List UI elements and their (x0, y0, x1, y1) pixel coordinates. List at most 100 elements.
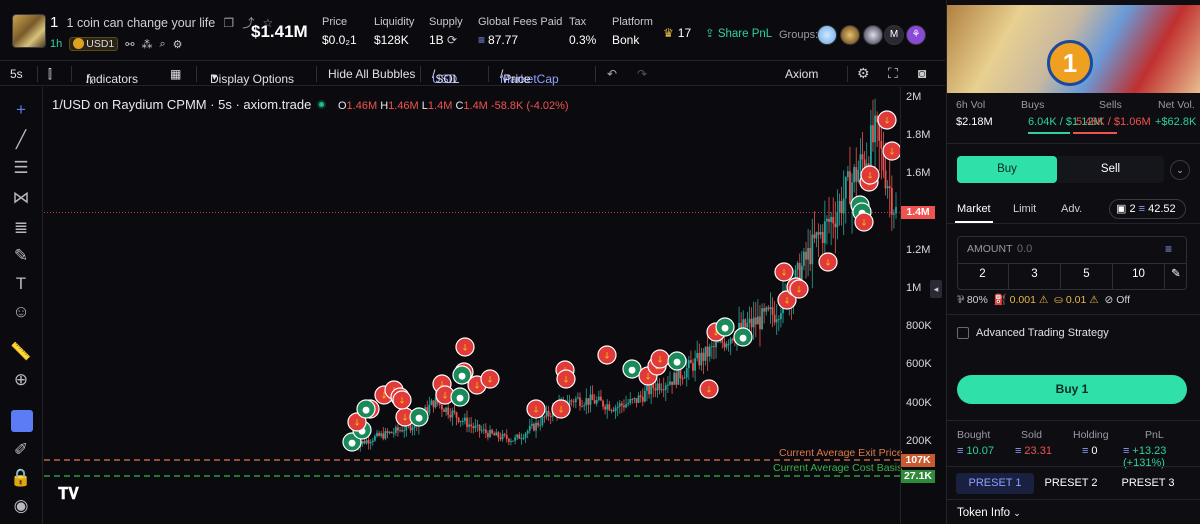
candle (451, 410, 454, 418)
candle (493, 433, 496, 436)
copy-icon[interactable]: ❐ (223, 16, 235, 30)
brush-icon[interactable]: ✎ (13, 246, 29, 265)
preset-1-tab[interactable]: PRESET 1 (956, 473, 1034, 494)
pnl-label: PnL (1145, 429, 1164, 441)
token-banner: 1 (947, 5, 1200, 93)
fib-icon[interactable]: ≣ (13, 218, 29, 237)
quick-amount-10[interactable]: 10 (1113, 263, 1165, 290)
magnet-icon[interactable]: ✐ (13, 440, 29, 459)
ruler-icon[interactable]: 📏 (10, 342, 32, 361)
status-dot (317, 100, 327, 109)
preset-2-tab[interactable]: PRESET 2 (1044, 477, 1098, 489)
interval-select[interactable]: 5s (10, 67, 23, 81)
candle (857, 169, 860, 182)
layout-icon[interactable]: ▦ (170, 67, 182, 81)
lock-icon[interactable]: 🔒 (10, 468, 32, 487)
wallet-selector[interactable]: ▣ 2 ≡ 42.52 (1109, 199, 1186, 219)
tab-limit[interactable]: Limit (1013, 203, 1037, 215)
candle (620, 403, 623, 406)
candle (378, 432, 381, 436)
candle (579, 397, 581, 407)
token-age: 1h (50, 38, 63, 50)
crosshair-icon[interactable]: + (16, 100, 26, 119)
redo-icon[interactable]: ↷ (637, 67, 648, 81)
trade-bubble-icon: ↓ (860, 219, 868, 229)
buy-tab[interactable]: Buy (957, 156, 1057, 183)
metric-toggle[interactable]: MarketCap / Price (500, 67, 559, 86)
amount-input[interactable]: 0.0 (1017, 243, 1033, 255)
candle (817, 232, 820, 235)
candle (476, 424, 479, 426)
candle (549, 415, 552, 417)
token-image[interactable] (12, 14, 46, 48)
candle (815, 232, 818, 239)
share-pnl-button[interactable]: ⇪ Share PnL (705, 28, 773, 40)
group-avatar[interactable] (863, 25, 883, 45)
group-avatar-m[interactable]: M (884, 25, 904, 45)
link-icon[interactable]: ⚯ (125, 38, 135, 51)
candle (838, 200, 841, 213)
text-icon[interactable]: T (15, 274, 27, 293)
collapse-panel-button[interactable]: ◂ (930, 280, 942, 298)
camera-icon[interactable]: ◙ (918, 65, 927, 81)
trade-bubble (789, 279, 809, 299)
tool-icon[interactable]: ⚙ (172, 38, 183, 51)
tab-market[interactable]: Market (957, 203, 991, 215)
edit-icon[interactable]: ✎ (1165, 263, 1187, 290)
advanced-strategy-checkbox[interactable] (957, 327, 969, 339)
share-icon[interactable]: ⤴ (242, 16, 255, 30)
tradingview-logo[interactable]: 𝐓𝐕 (58, 484, 79, 503)
candle (371, 440, 374, 443)
eye-icon[interactable]: ◉ (13, 496, 29, 515)
candle (715, 341, 717, 348)
chevron-down-icon[interactable]: ⌄ (1170, 160, 1190, 180)
group-avatar[interactable] (840, 25, 860, 45)
pattern-icon[interactable]: ⋈ (12, 188, 30, 207)
group-avatar[interactable] (817, 25, 837, 45)
quick-amount-2[interactable]: 2 (957, 263, 1009, 290)
quick-amount-3[interactable]: 3 (1009, 263, 1061, 290)
trade-settings[interactable]: ⅌ 80% ⛽ 0.001 ⚠ ⛀ 0.01 ⚠ ⊘ Off (957, 294, 1131, 306)
zoom-in-icon[interactable]: ⊕ (13, 370, 29, 389)
search-icon[interactable]: ⌕ (159, 37, 166, 50)
candle (457, 417, 460, 422)
preset-3-tab[interactable]: PRESET 3 (1121, 477, 1175, 489)
horizontal-lines-icon[interactable]: ☰ (13, 158, 29, 177)
candle (861, 154, 864, 160)
token-info-toggle[interactable]: Token Info ⌄ (957, 507, 1021, 519)
gear-icon[interactable]: ⚙ (857, 65, 870, 81)
candle (666, 384, 669, 386)
candle (650, 383, 653, 395)
candle (893, 213, 895, 215)
buy-button[interactable]: Buy 1 (957, 375, 1187, 404)
sell-tab[interactable]: Sell (1057, 156, 1164, 183)
priority-icon: ⛽ (993, 294, 1007, 306)
candle (643, 390, 646, 402)
candle (537, 422, 540, 426)
trade-bubble-icon: ● (673, 358, 681, 368)
color-swatch[interactable] (11, 410, 33, 432)
currency-toggle[interactable]: USD / SOL (432, 67, 460, 86)
price-chart[interactable]: ●●↓↓↓↓↓↓●↓●↓↓↓↓●↓↓●↓↓↓↓↓●↓↓↓●↓↓●●↓↓↓↓↓●●… (44, 87, 900, 524)
y-axis[interactable] (900, 87, 945, 524)
candle (589, 394, 592, 405)
hide-bubbles-button[interactable]: Hide All Bubbles (328, 67, 416, 81)
fullscreen-icon[interactable]: ⛶ (888, 65, 898, 81)
star-icon[interactable]: ☆ (262, 16, 274, 30)
candle-type-icon[interactable]: ⫿ (48, 67, 52, 81)
quick-amount-5[interactable]: 5 (1061, 263, 1113, 290)
undo-icon[interactable]: ↶ (607, 67, 618, 81)
group-avatar[interactable]: ⚘ (906, 25, 926, 45)
community-icon[interactable]: ⁂ (141, 38, 153, 51)
emoji-icon[interactable]: ☺ (12, 302, 30, 321)
candle (591, 394, 594, 401)
candle (763, 308, 766, 312)
crown-count[interactable]: ♛ 17 (663, 26, 692, 40)
candle (673, 372, 676, 385)
trendline-icon[interactable]: ╱ (15, 130, 27, 149)
candle (528, 425, 531, 431)
stat-tax: Tax 0.3% (569, 16, 597, 47)
tab-adv[interactable]: Adv. (1061, 203, 1083, 215)
token-name[interactable]: 1 coin can change your life (66, 16, 216, 30)
candle (411, 427, 414, 431)
